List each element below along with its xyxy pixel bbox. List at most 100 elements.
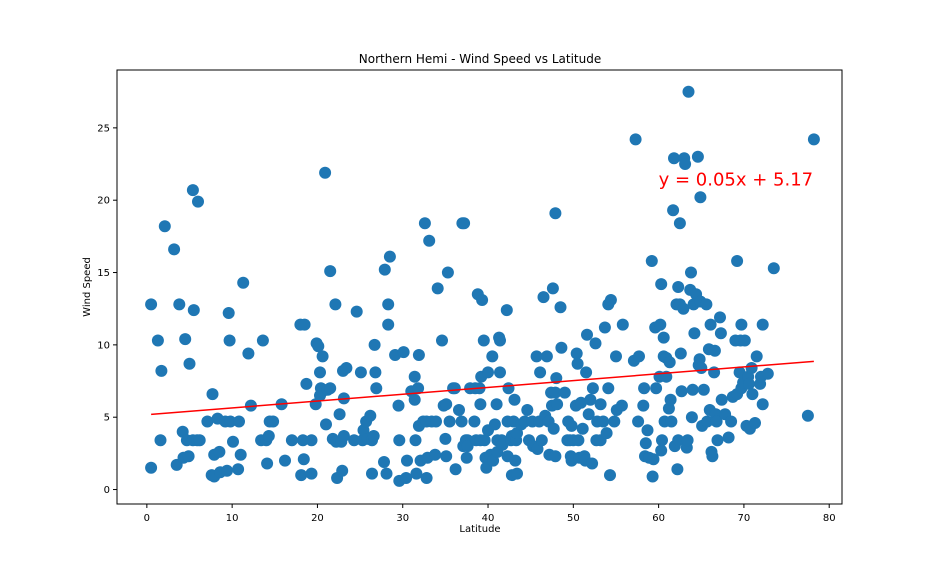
scatter-point	[761, 367, 774, 380]
scatter-point	[431, 282, 444, 295]
scatter-point	[749, 417, 761, 429]
scatter-point	[340, 362, 353, 374]
scatter-point	[336, 464, 349, 477]
axis-ticks: 0 10 20 30 40 50 60 70 80 0 5 10 15 20 25	[97, 123, 835, 524]
scatter-point	[654, 318, 667, 331]
y-tick-label: 15	[97, 268, 110, 279]
scatter-point	[511, 467, 523, 480]
scatter-point	[312, 340, 325, 353]
scatter-point	[608, 415, 621, 428]
scatter-point	[685, 266, 697, 279]
scatter-point	[672, 434, 685, 447]
scatter-point	[633, 350, 645, 363]
scatter-point	[412, 382, 425, 395]
scatter-point	[735, 318, 748, 331]
scatter-point	[206, 388, 219, 401]
scatter-point	[295, 469, 308, 482]
x-tick-label: 10	[226, 513, 239, 524]
scatter-point	[221, 464, 233, 477]
scatter-point	[392, 399, 405, 412]
scatter-point	[597, 415, 610, 428]
y-tick-label: 5	[104, 413, 110, 424]
scatter-point	[262, 430, 275, 442]
scatter-point	[488, 418, 501, 431]
scatter-point	[600, 427, 613, 440]
scatter-point	[756, 398, 769, 411]
scatter-point	[182, 450, 195, 463]
scatter-point	[261, 457, 274, 470]
scatter-point	[412, 349, 425, 361]
scatter-point	[549, 450, 562, 463]
scatter-point	[677, 302, 690, 315]
scatter-point	[615, 399, 628, 412]
scatter-point	[549, 386, 562, 399]
scatter-point	[685, 411, 698, 424]
scatter-point	[337, 430, 350, 442]
scatter-point	[256, 334, 269, 347]
scatter-point	[430, 415, 442, 428]
x-tick-label: 80	[823, 513, 836, 524]
scatter-point	[647, 453, 660, 466]
scatter-point	[756, 318, 769, 331]
scatter-point	[672, 281, 685, 293]
scatter-point	[367, 430, 380, 442]
scatter-point	[423, 234, 436, 247]
scatter-point	[632, 415, 645, 428]
scatter-point	[401, 454, 413, 467]
scatter-point	[186, 184, 199, 197]
scatter-point	[576, 422, 589, 435]
scatter-point	[429, 448, 442, 461]
scatter-point	[378, 263, 391, 276]
scatter-point	[551, 398, 564, 411]
scatter-point	[440, 450, 453, 463]
scatter-point	[691, 150, 704, 163]
scatter-point	[237, 276, 250, 289]
scatter-point	[400, 472, 413, 484]
scatter-point	[458, 217, 471, 230]
scatter-point	[222, 307, 235, 319]
scatter-point	[711, 434, 724, 447]
scatter-point	[440, 398, 453, 411]
scatter-point	[232, 463, 245, 476]
regression-line	[151, 360, 814, 416]
scatter-point	[441, 266, 454, 279]
scatter-point	[807, 133, 820, 146]
y-tick-label: 25	[97, 123, 110, 134]
scatter-point	[300, 377, 313, 390]
scatter-point	[453, 404, 465, 416]
scatter-point	[586, 382, 599, 395]
scatter-point	[316, 350, 329, 363]
plot-frame	[116, 69, 843, 505]
x-tick-label: 20	[311, 513, 324, 524]
scatter-point	[575, 396, 587, 409]
scatter-point	[650, 382, 663, 395]
scatter-point	[508, 393, 521, 406]
scatter-point	[639, 437, 652, 450]
scatter-point	[565, 419, 578, 432]
scatter-point	[409, 434, 422, 447]
scatter-point	[616, 318, 629, 331]
chart-title: Northern Hemi - Wind Speed vs Latitude	[359, 52, 601, 66]
scatter-point	[586, 457, 599, 470]
scatter-point	[534, 366, 547, 379]
scatter-point	[233, 415, 245, 428]
scatter-point	[461, 440, 474, 453]
scatter-point	[675, 385, 688, 398]
scatter-point	[474, 398, 487, 411]
scatter-point	[145, 461, 158, 474]
scatter-point	[408, 393, 421, 406]
scatter-point	[645, 255, 658, 267]
scatter-point	[279, 454, 291, 467]
scatter-point	[173, 298, 186, 311]
scatter-point	[540, 350, 553, 363]
scatter-point	[224, 415, 237, 428]
scatter-point	[554, 301, 567, 314]
scatter-point	[364, 409, 377, 422]
scatter-point	[746, 388, 759, 401]
y-tick-label: 0	[104, 485, 110, 496]
scatter-point	[663, 356, 676, 369]
scatter-point	[324, 265, 337, 278]
scatter-point	[582, 408, 595, 421]
scatter-point	[801, 409, 814, 422]
scatter-point	[383, 250, 396, 263]
